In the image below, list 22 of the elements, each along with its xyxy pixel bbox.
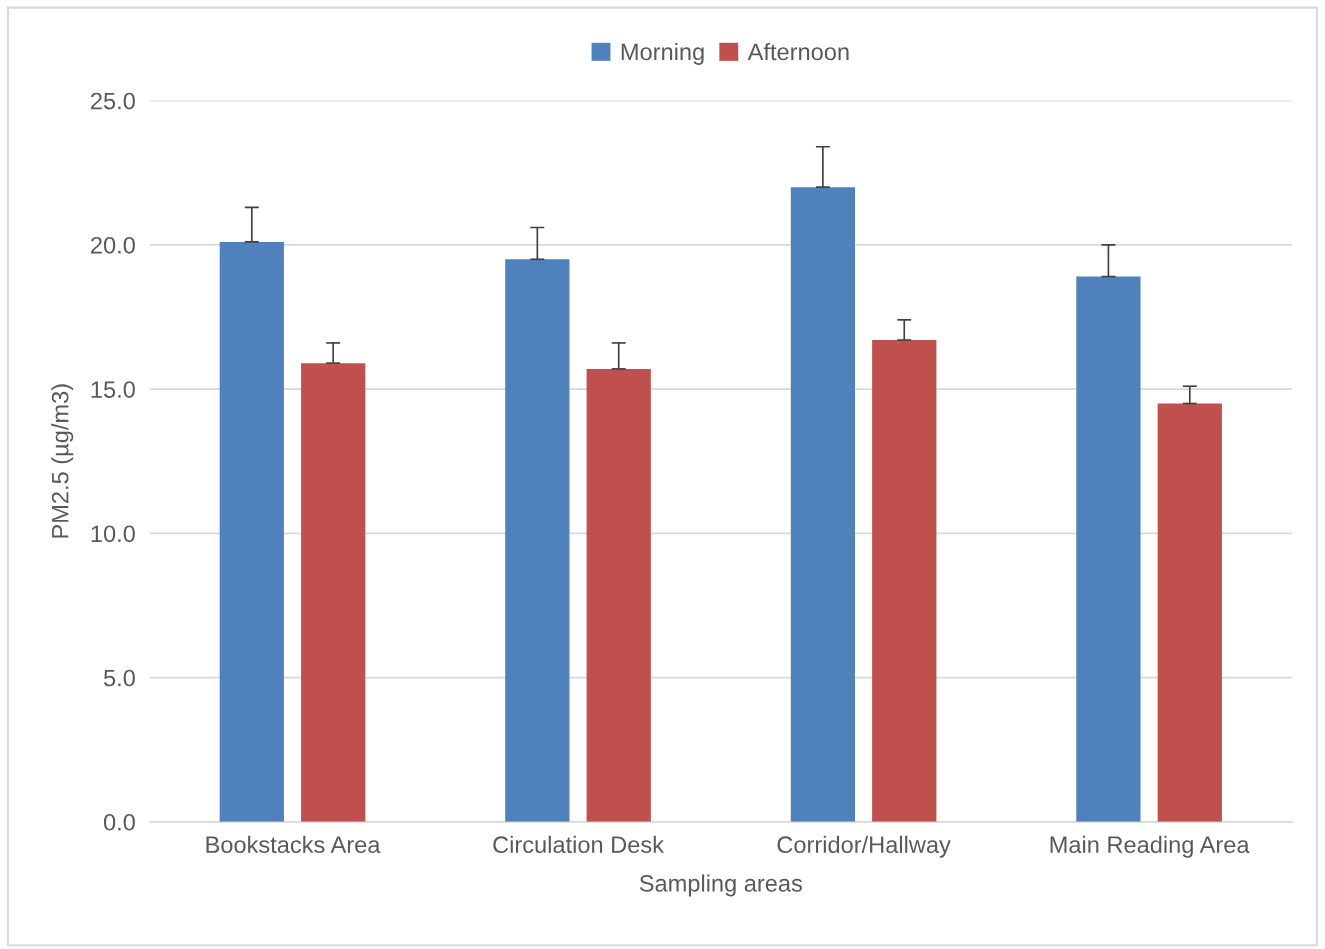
- y-tick-label: 0.0: [103, 813, 135, 831]
- legend-label: Morning: [621, 42, 704, 65]
- bar: [790, 187, 855, 822]
- x-tick-label: Bookstacks Area: [206, 835, 381, 854]
- y-tick-label: 10.0: [91, 525, 135, 543]
- bar: [505, 259, 570, 822]
- legend-label: Afternoon: [747, 42, 849, 61]
- y-axis-title: PM2.5 (µg/m3): [51, 384, 74, 538]
- bar: [301, 363, 366, 822]
- x-tick-label: Main Reading Area: [1050, 835, 1250, 858]
- x-tick-label: Corridor/Hallway: [777, 835, 951, 858]
- y-tick-label: 25.0: [91, 92, 135, 110]
- x-axis-title: Sampling areas: [639, 874, 802, 897]
- x-tick-label: Circulation Desk: [493, 835, 665, 854]
- y-tick-label: 15.0: [91, 381, 135, 398]
- y-tick-label: 20.0: [91, 236, 135, 254]
- bar: [1157, 403, 1222, 822]
- y-tick-label: 5.0: [103, 669, 135, 687]
- bar: [872, 340, 937, 822]
- bar: [219, 241, 284, 822]
- bar: [586, 368, 651, 822]
- bar: [1076, 276, 1141, 822]
